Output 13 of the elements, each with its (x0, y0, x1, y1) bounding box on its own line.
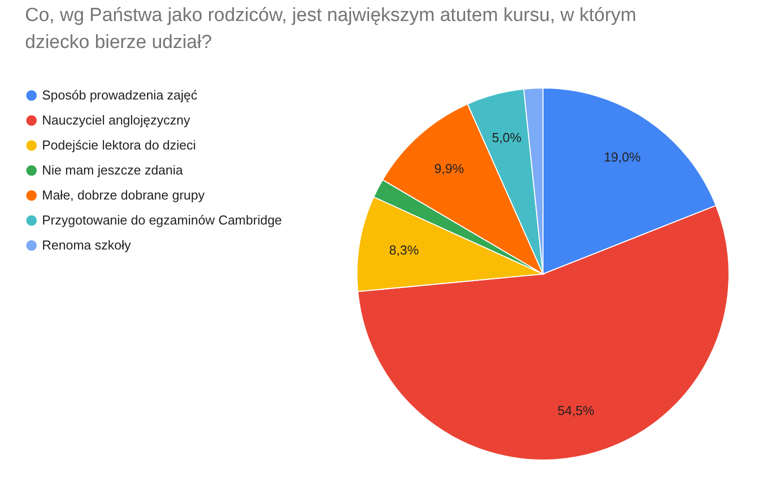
legend-label: Nie mam jeszcze zdania (42, 162, 184, 178)
data-label: 54,5% (557, 403, 595, 418)
data-label: 19,0% (604, 149, 642, 164)
data-label: 8,3% (389, 242, 420, 258)
legend-label: Sposób prowadzenia zajęć (42, 88, 198, 102)
legend-label: Przygotowanie do egzaminów Cambridge (42, 212, 282, 228)
legend-label: Nauczyciel anglojęzyczny (42, 112, 191, 128)
legend-label: Renoma szkoły (42, 238, 132, 252)
chart-title: Co, wg Państwa jako rodziców, jest największym atutem kursu, w którym dziecko bierze udział? (25, 5, 636, 53)
legend-label: Małe, dobrze dobrane grupy (42, 188, 206, 202)
data-label: 9,9% (434, 160, 464, 176)
legend-label: Podejście lektora do dzieci (42, 138, 196, 152)
data-label: 5,0% (492, 130, 522, 145)
